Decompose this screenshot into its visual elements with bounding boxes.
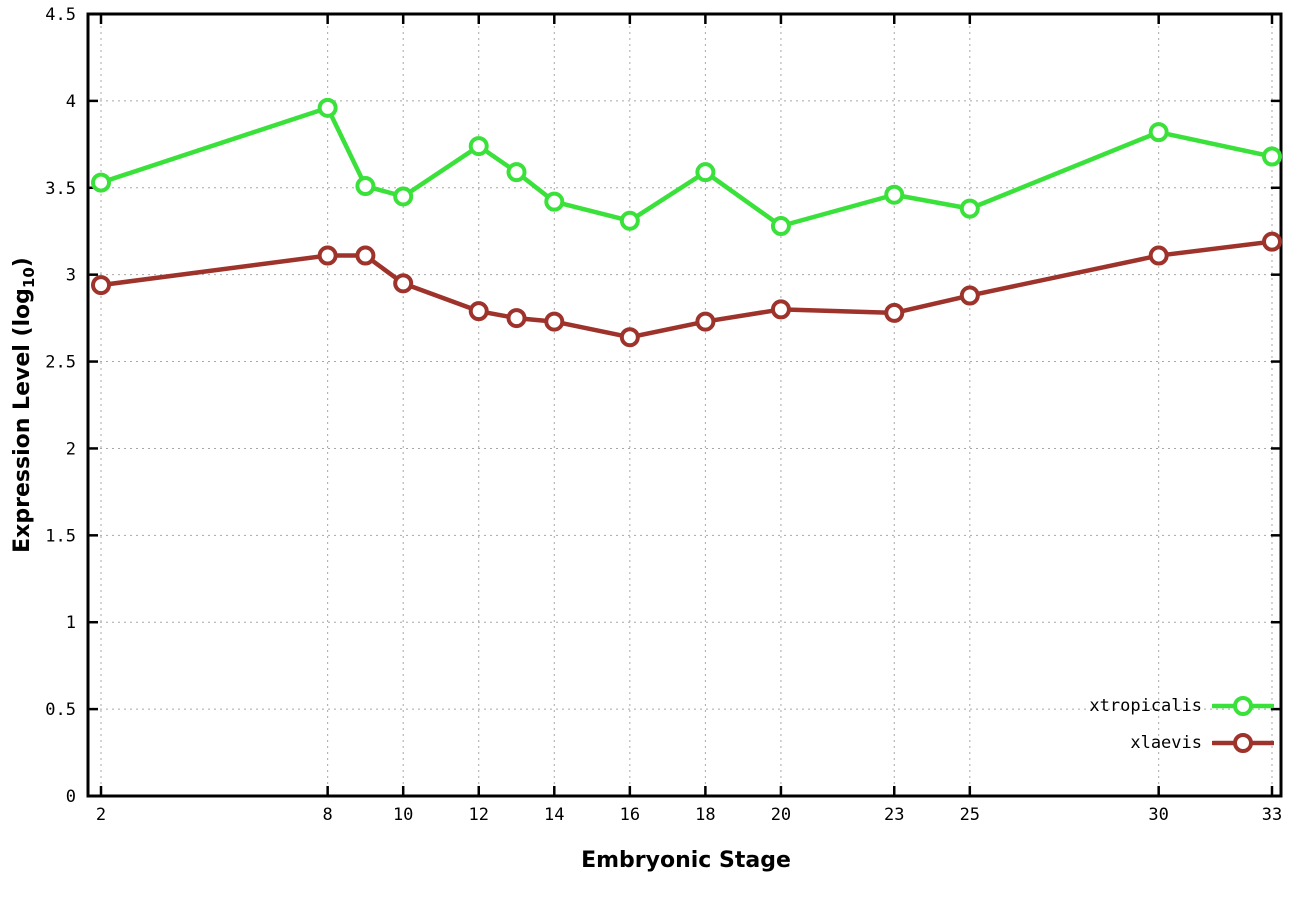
x-tick-label: 33 xyxy=(1262,805,1282,825)
data-point-xtropicalis xyxy=(619,210,640,231)
data-point-xlaevis xyxy=(1148,245,1169,266)
x-axis-title: Embryonic Stage xyxy=(581,848,791,873)
x-tick-label: 23 xyxy=(884,805,904,825)
x-tick-label: 25 xyxy=(960,805,980,825)
data-point-xtropicalis xyxy=(959,198,980,219)
y-tick-label: 0.5 xyxy=(45,700,76,720)
y-tick-label: 0 xyxy=(66,787,76,807)
grid xyxy=(88,13,1281,797)
legend-label-xlaevis: xlaevis xyxy=(1130,732,1202,753)
legend-item-xlaevis: xlaevis xyxy=(1089,724,1274,761)
tick-marks xyxy=(88,12,1281,798)
data-point-xtropicalis xyxy=(1148,122,1169,143)
x-tick-labels: 2 8 10 12 14 16 18 20 23 25 30 33 xyxy=(96,805,1282,825)
data-point-xtropicalis xyxy=(770,216,791,237)
y-axis-title-subscript: 10 xyxy=(20,267,39,289)
data-point-xtropicalis xyxy=(506,162,527,183)
plot-border xyxy=(86,12,1283,798)
y-tick-label: 3 xyxy=(66,266,76,286)
data-point-xlaevis xyxy=(355,245,376,266)
y-axis-title-close: ) xyxy=(9,257,35,268)
data-point-xtropicalis xyxy=(544,191,565,212)
y-axis-title: Expression Level (log10) xyxy=(10,257,38,553)
y-tick-label: 2 xyxy=(66,439,76,459)
data-point-xlaevis xyxy=(619,327,640,348)
x-tick-label: 20 xyxy=(771,805,791,825)
legend-sample-xtropicalis xyxy=(1212,695,1274,716)
x-tick-label: 30 xyxy=(1148,805,1168,825)
legend-sample-xlaevis xyxy=(1212,732,1274,753)
x-tick-label: 16 xyxy=(620,805,640,825)
data-point-xtropicalis xyxy=(91,172,111,193)
legend-label-xtropicalis: xtropicalis xyxy=(1089,695,1202,716)
y-tick-label: 4 xyxy=(66,92,76,112)
data-point-xlaevis xyxy=(884,302,905,323)
data-point-xtropicalis xyxy=(884,184,905,205)
data-point-xtropicalis xyxy=(355,176,376,197)
y-tick-label: 3.5 xyxy=(45,179,76,199)
x-tick-label: 12 xyxy=(468,805,488,825)
series-line-xtropicalis xyxy=(98,105,1275,229)
series-xlaevis xyxy=(91,231,1282,348)
data-point-xlaevis xyxy=(1262,231,1282,252)
x-tick-label: 8 xyxy=(323,805,333,825)
data-point-xlaevis xyxy=(695,311,716,332)
x-tick-label: 10 xyxy=(393,805,413,825)
data-point-xlaevis xyxy=(393,273,414,294)
y-tick-label: 2.5 xyxy=(45,353,76,373)
data-point-xlaevis xyxy=(544,311,565,332)
data-point-xlaevis xyxy=(468,301,489,322)
x-tick-label: 14 xyxy=(544,805,564,825)
y-axis-title-text: Expression Level (log xyxy=(9,288,35,553)
data-point-xtropicalis xyxy=(468,136,489,157)
data-point-xlaevis xyxy=(959,285,980,306)
data-point-xtropicalis xyxy=(1262,146,1282,167)
data-point-xtropicalis xyxy=(393,186,414,207)
data-point-xtropicalis xyxy=(317,97,338,118)
data-point-xlaevis xyxy=(770,299,791,320)
data-point-xtropicalis xyxy=(695,162,716,183)
series-xtropicalis xyxy=(91,97,1282,237)
y-tick-label: 4.5 xyxy=(45,5,76,25)
data-point-xlaevis xyxy=(317,245,338,266)
y-tick-labels: 0 0.5 1 1.5 2 2.5 3 3.5 4 4.5 xyxy=(45,5,76,807)
y-tick-label: 1.5 xyxy=(45,526,76,546)
legend: xtropicalis xlaevis xyxy=(1089,687,1274,761)
y-tick-label: 1 xyxy=(66,613,76,633)
legend-item-xtropicalis: xtropicalis xyxy=(1089,687,1274,724)
data-point-xlaevis xyxy=(91,275,111,296)
x-tick-label: 2 xyxy=(96,805,106,825)
series-line-xlaevis xyxy=(98,239,1275,340)
data-point-xlaevis xyxy=(506,308,527,329)
x-tick-label: 18 xyxy=(695,805,715,825)
